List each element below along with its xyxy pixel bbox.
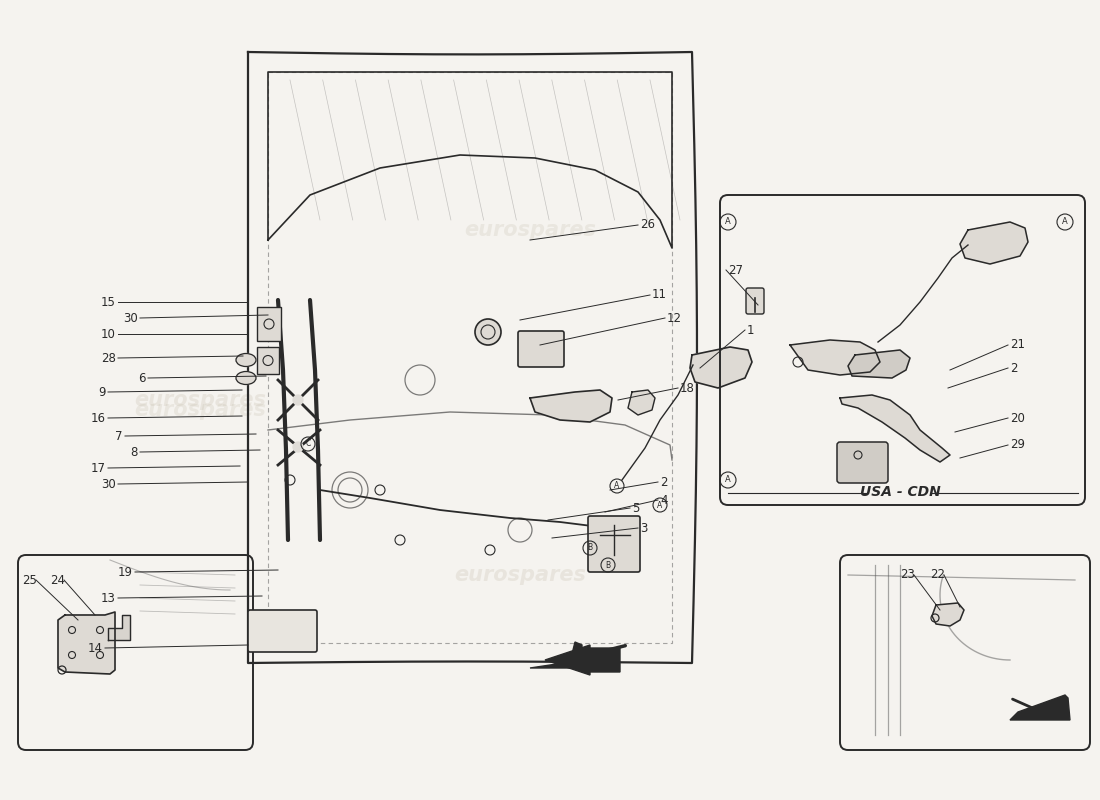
FancyBboxPatch shape	[837, 442, 888, 483]
Text: 11: 11	[652, 289, 667, 302]
Text: 13: 13	[101, 591, 116, 605]
Text: 20: 20	[1010, 411, 1025, 425]
Text: 17: 17	[91, 462, 106, 474]
Circle shape	[293, 442, 303, 452]
Polygon shape	[544, 645, 620, 675]
Polygon shape	[848, 350, 910, 378]
Polygon shape	[58, 612, 116, 674]
FancyBboxPatch shape	[746, 288, 764, 314]
Polygon shape	[1010, 695, 1070, 720]
Text: B: B	[605, 561, 610, 570]
Polygon shape	[628, 390, 654, 415]
Text: A: A	[725, 218, 730, 226]
Text: 3: 3	[640, 522, 648, 534]
FancyBboxPatch shape	[588, 516, 640, 572]
Polygon shape	[690, 347, 752, 388]
Text: 15: 15	[101, 295, 116, 309]
Text: A: A	[658, 501, 662, 510]
Text: 5: 5	[632, 502, 639, 514]
Text: 30: 30	[101, 478, 116, 490]
Text: 14: 14	[88, 642, 103, 654]
Text: 6: 6	[139, 371, 146, 385]
Polygon shape	[530, 390, 612, 422]
Text: 7: 7	[116, 430, 123, 442]
Circle shape	[293, 395, 303, 405]
Polygon shape	[840, 395, 950, 462]
Circle shape	[475, 319, 500, 345]
Text: A: A	[615, 482, 619, 490]
Text: A: A	[1063, 218, 1068, 226]
Text: eurospares: eurospares	[134, 390, 266, 410]
Text: 28: 28	[101, 351, 116, 365]
Text: 29: 29	[1010, 438, 1025, 451]
FancyBboxPatch shape	[518, 331, 564, 367]
Text: A: A	[725, 475, 730, 485]
Text: 9: 9	[99, 386, 106, 398]
Polygon shape	[932, 603, 964, 626]
Text: 2: 2	[660, 475, 668, 489]
Text: 26: 26	[640, 218, 654, 231]
Text: 1: 1	[747, 323, 755, 337]
Text: 24: 24	[50, 574, 65, 586]
Text: 16: 16	[91, 411, 106, 425]
Text: eurospares: eurospares	[454, 565, 586, 585]
Text: 21: 21	[1010, 338, 1025, 351]
Text: 27: 27	[728, 263, 743, 277]
Text: eurospares: eurospares	[464, 220, 596, 240]
Text: 2: 2	[1010, 362, 1018, 374]
Polygon shape	[960, 222, 1028, 264]
Text: 22: 22	[930, 569, 945, 582]
FancyBboxPatch shape	[248, 610, 317, 652]
Polygon shape	[790, 340, 880, 375]
Text: 25: 25	[22, 574, 37, 586]
FancyBboxPatch shape	[257, 347, 279, 374]
Text: B: B	[587, 543, 593, 553]
Text: 4: 4	[660, 494, 668, 506]
Text: 23: 23	[900, 569, 915, 582]
Text: 10: 10	[101, 327, 116, 341]
Polygon shape	[530, 642, 582, 668]
Ellipse shape	[236, 371, 256, 385]
Text: 12: 12	[667, 311, 682, 325]
Text: 18: 18	[680, 382, 695, 394]
Text: C: C	[306, 439, 310, 449]
Text: 30: 30	[123, 311, 138, 325]
Text: 19: 19	[118, 566, 133, 578]
Text: eurospares: eurospares	[134, 400, 266, 420]
Text: 8: 8	[131, 446, 138, 458]
Text: USA - CDN: USA - CDN	[859, 485, 940, 499]
FancyBboxPatch shape	[257, 307, 280, 341]
Polygon shape	[108, 615, 130, 640]
Ellipse shape	[236, 354, 256, 366]
